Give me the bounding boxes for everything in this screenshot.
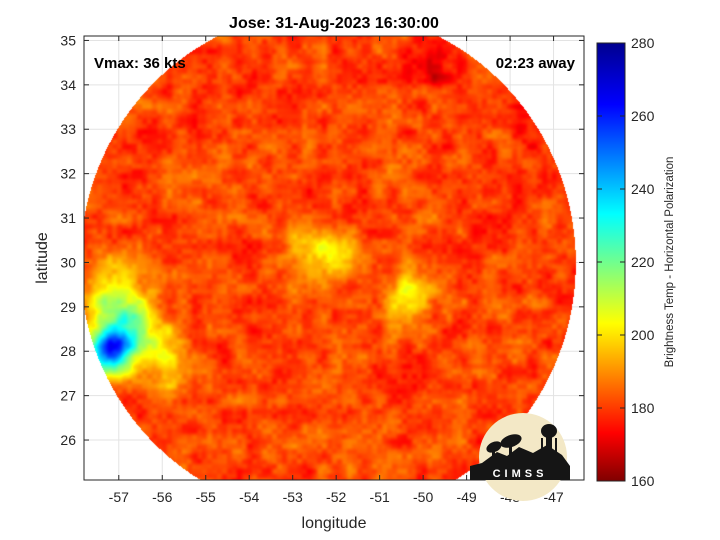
x-tick-label: -52 xyxy=(326,489,346,505)
axes-frame xyxy=(83,35,585,481)
x-tick-label: -47 xyxy=(543,489,563,505)
y-tick-label: 30 xyxy=(60,254,76,270)
y-tick-label: 27 xyxy=(60,388,76,404)
colorbar-tick-label: 240 xyxy=(631,181,655,197)
colorbar-tick-label: 180 xyxy=(631,400,655,416)
x-tick-label: -57 xyxy=(109,489,129,505)
y-tick-label: 31 xyxy=(60,210,76,226)
y-tick-label: 26 xyxy=(60,432,76,448)
x-tick-label: -55 xyxy=(196,489,216,505)
cimss-logo: CIMSS xyxy=(470,413,570,501)
x-axis-label: longitude xyxy=(302,515,367,532)
x-tick-label: -56 xyxy=(152,489,172,505)
colorbar-label: Brightness Temp - Horizontal Polarizatio… xyxy=(664,157,676,368)
y-tick-label: 28 xyxy=(60,343,76,359)
colorbar-tick-label: 200 xyxy=(631,327,655,343)
y-tick-label: 33 xyxy=(60,121,76,137)
x-tick-label: -51 xyxy=(370,489,390,505)
y-tick-group: 35 34 33 32 31 30 29 28 27 26 xyxy=(60,32,584,448)
x-tick-label: -50 xyxy=(413,489,433,505)
brightness-temp-heatmap xyxy=(84,36,584,480)
vmax-annotation: Vmax: 36 kts xyxy=(94,55,186,72)
cimss-logo-text: CIMSS xyxy=(493,468,548,480)
colorbar-tick-label: 260 xyxy=(631,108,655,124)
time-away-annotation: 02:23 away xyxy=(496,55,576,72)
chart-title: Jose: 31-Aug-2023 16:30:00 xyxy=(229,15,439,32)
y-tick-label: 35 xyxy=(60,32,76,48)
colorbar-tick-label: 220 xyxy=(631,254,655,270)
colorbar-tick-group: 280 260 240 220 200 180 160 xyxy=(597,35,655,489)
colorbar-tick-label: 160 xyxy=(631,473,655,489)
colorbar-tick-label: 280 xyxy=(631,35,655,51)
y-axis-label: latitude xyxy=(34,232,51,284)
y-tick-label: 34 xyxy=(60,77,76,93)
x-tick-label: -49 xyxy=(456,489,476,505)
y-tick-label: 29 xyxy=(60,299,76,315)
y-tick-label: 32 xyxy=(60,166,76,182)
x-tick-label: -53 xyxy=(283,489,303,505)
x-tick-label: -54 xyxy=(239,489,259,505)
